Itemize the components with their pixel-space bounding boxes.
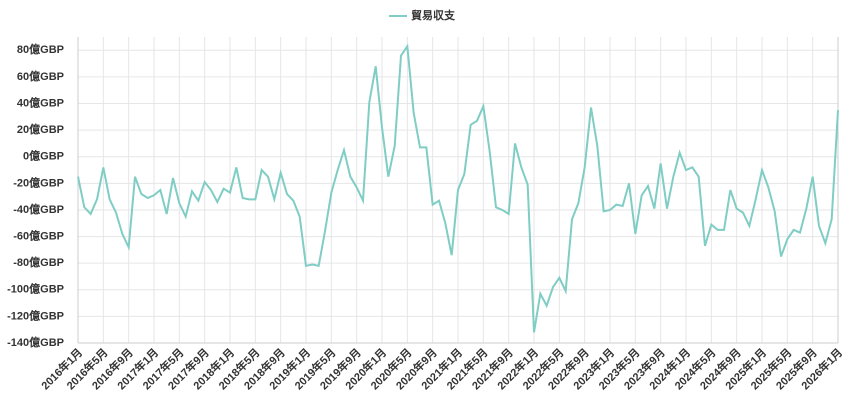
y-tick-label: 60億GBP bbox=[17, 69, 64, 83]
y-tick-label: -140億GBP bbox=[7, 335, 64, 349]
y-tick-label: 0億GBP bbox=[23, 149, 64, 163]
legend-label: 貿易収支 bbox=[411, 8, 456, 22]
y-tick-label: 20億GBP bbox=[17, 122, 64, 136]
y-tick-label: -80億GBP bbox=[13, 255, 64, 269]
y-tick-label: -60億GBP bbox=[13, 228, 64, 242]
y-tick-label: -40億GBP bbox=[13, 202, 64, 216]
y-tick-label: 40億GBP bbox=[17, 95, 64, 109]
y-tick-label: -120億GBP bbox=[7, 308, 64, 322]
y-tick-label: -100億GBP bbox=[7, 282, 64, 296]
y-tick-label: 80億GBP bbox=[17, 42, 64, 56]
data-line bbox=[77, 43, 839, 333]
y-tick-label: -20億GBP bbox=[13, 175, 64, 189]
